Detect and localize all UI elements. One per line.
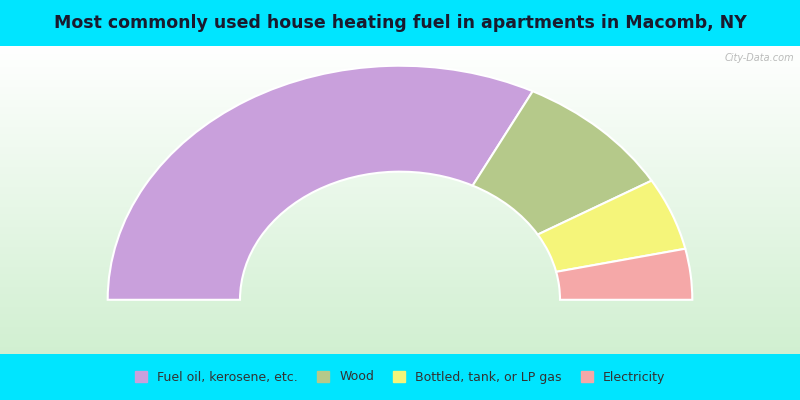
Wedge shape	[556, 249, 692, 300]
Legend: Fuel oil, kerosene, etc., Wood, Bottled, tank, or LP gas, Electricity: Fuel oil, kerosene, etc., Wood, Bottled,…	[131, 367, 669, 387]
Wedge shape	[538, 181, 686, 272]
Wedge shape	[108, 66, 533, 300]
Wedge shape	[473, 91, 652, 234]
Text: City-Data.com: City-Data.com	[724, 53, 794, 63]
Text: Most commonly used house heating fuel in apartments in Macomb, NY: Most commonly used house heating fuel in…	[54, 14, 746, 32]
